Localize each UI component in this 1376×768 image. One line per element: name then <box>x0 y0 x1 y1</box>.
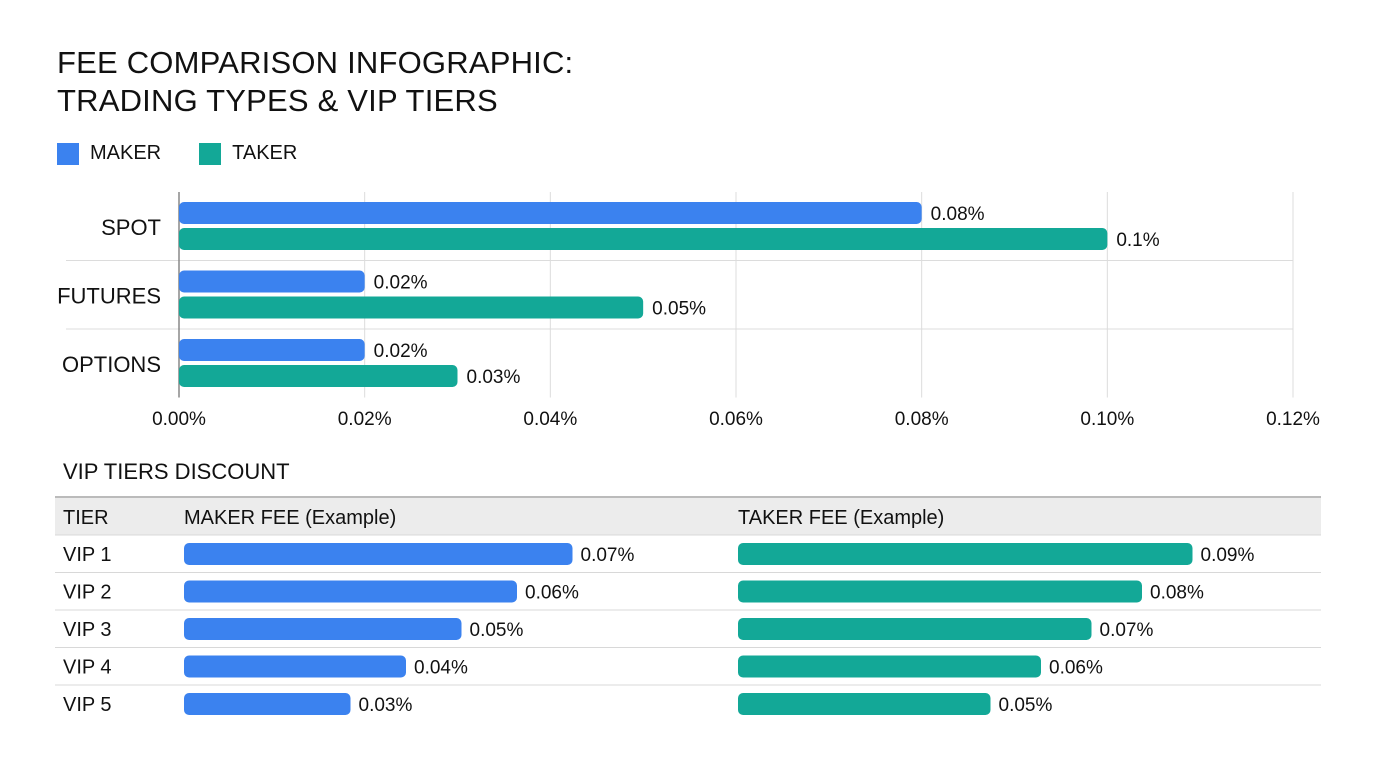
page-title: FEE COMPARISON INFOGRAPHIC: TRADING TYPE… <box>57 44 573 120</box>
category-label: OPTIONS <box>62 352 161 377</box>
maker-fee-bar <box>184 580 517 603</box>
taker-fee-label: 0.06% <box>1049 658 1103 679</box>
table-header-cell: TIER <box>63 507 109 529</box>
maker-fee-bar <box>184 693 351 715</box>
bar-taker <box>179 296 644 319</box>
maker-fee-bar <box>184 655 406 678</box>
taker-fee-bar <box>738 618 1092 640</box>
x-tick-label: 0.12% <box>1266 409 1320 430</box>
x-tick-label: 0.02% <box>338 409 392 430</box>
maker-fee-label: 0.03% <box>359 695 413 716</box>
maker-fee-label: 0.06% <box>525 583 579 604</box>
bar-value-label: 0.02% <box>374 341 428 362</box>
taker-fee-bar <box>738 655 1041 678</box>
legend-item-maker: MAKER <box>57 142 161 165</box>
maker-fee-bar <box>184 618 462 640</box>
taker-fee-bar <box>738 543 1193 565</box>
legend-label-maker: MAKER <box>90 142 162 164</box>
taker-fee-label: 0.05% <box>999 695 1053 716</box>
maker-fee-bar <box>184 543 573 565</box>
legend-label-taker: TAKER <box>232 142 298 164</box>
bar-taker <box>179 365 458 387</box>
x-tick-label: 0.10% <box>1080 409 1134 430</box>
maker-fee-label: 0.05% <box>470 620 524 641</box>
table-header-cell: MAKER FEE (Example) <box>184 507 396 529</box>
taker-fee-label: 0.09% <box>1201 545 1255 566</box>
table-header-row <box>55 497 1321 535</box>
bar-maker <box>179 270 365 293</box>
x-tick-label: 0.04% <box>523 409 577 430</box>
x-tick-label: 0.06% <box>709 409 763 430</box>
title-line-1: FEE COMPARISON INFOGRAPHIC: <box>57 45 574 80</box>
table-header-cell: TAKER FEE (Example) <box>738 507 944 529</box>
vip-table-title: VIP TIERS DISCOUNT <box>63 459 290 484</box>
legend-swatch-taker <box>199 142 222 165</box>
taker-fee-label: 0.07% <box>1100 620 1154 641</box>
legend-swatch-maker <box>57 142 79 165</box>
bar-maker <box>179 339 365 361</box>
bar-value-label: 0.02% <box>374 273 428 294</box>
title-line-2: TRADING TYPES & VIP TIERS <box>57 83 498 118</box>
maker-fee-label: 0.07% <box>581 545 635 566</box>
tier-label: VIP 5 <box>63 694 112 716</box>
bar-taker <box>179 228 1108 250</box>
maker-fee-label: 0.04% <box>414 658 468 679</box>
legend: MAKER TAKER <box>57 142 335 165</box>
bar-value-label: 0.1% <box>1116 230 1159 251</box>
category-label: SPOT <box>101 215 161 240</box>
bar-value-label: 0.08% <box>931 204 985 225</box>
bar-maker <box>179 202 922 224</box>
x-tick-label: 0.08% <box>895 409 949 430</box>
bar-value-label: 0.05% <box>652 299 706 320</box>
tier-label: VIP 1 <box>63 544 112 566</box>
legend-item-taker: TAKER <box>199 142 297 165</box>
tier-label: VIP 2 <box>63 582 112 604</box>
tier-label: VIP 4 <box>63 657 112 679</box>
taker-fee-bar <box>738 580 1142 603</box>
category-label: FUTURES <box>57 284 161 309</box>
tier-label: VIP 3 <box>63 619 112 641</box>
bar-value-label: 0.03% <box>467 367 521 388</box>
taker-fee-label: 0.08% <box>1150 583 1204 604</box>
x-tick-label: 0.00% <box>152 409 206 430</box>
taker-fee-bar <box>738 693 991 715</box>
